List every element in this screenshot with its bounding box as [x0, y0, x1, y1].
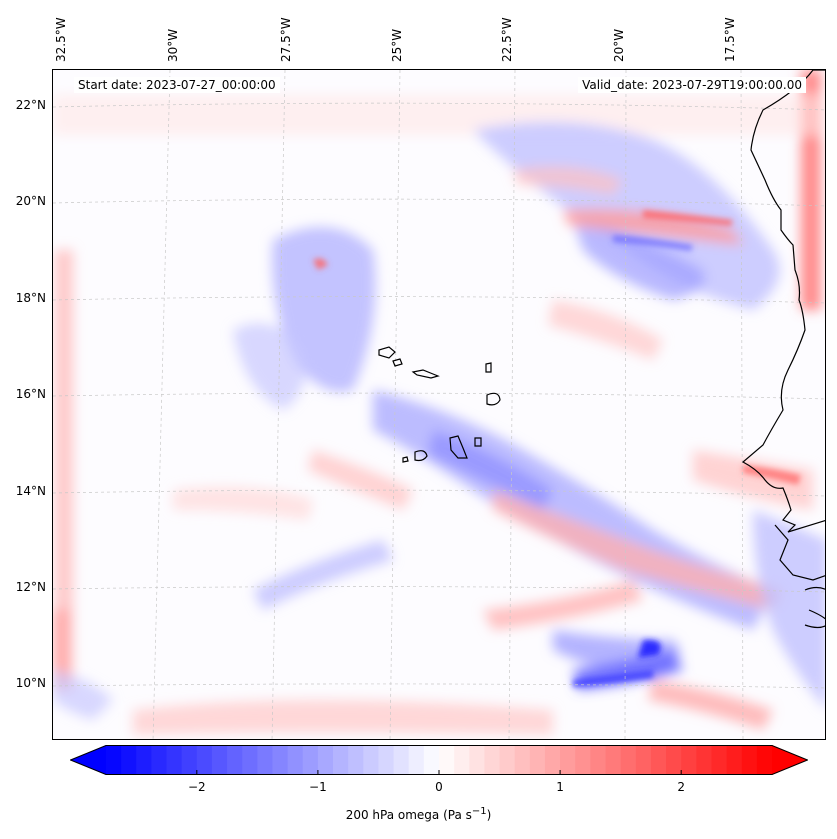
- colorbar-segment: [151, 745, 168, 775]
- lon-label: 27.5°W: [279, 17, 293, 62]
- colorbar-title-exponent: −1: [471, 806, 487, 817]
- colorbar-segment: [635, 745, 652, 775]
- colorbar-tick-label: 1: [556, 780, 564, 794]
- colorbar-segment: [393, 745, 410, 775]
- island-brava: [402, 456, 409, 463]
- coastlines: [378, 70, 825, 629]
- island-fogo: [414, 450, 428, 462]
- colorbar-segment: [257, 745, 274, 775]
- lat-label: 22°N: [15, 98, 46, 112]
- colorbar-segment: [650, 745, 667, 775]
- colorbar-segment: [227, 745, 243, 775]
- coast-fragment-1: [804, 586, 825, 591]
- lon-label: 17.5°W: [723, 17, 737, 62]
- lat-label: 12°N: [15, 580, 46, 594]
- colorbar-segment: [439, 745, 455, 775]
- guinea-coast: [774, 524, 825, 581]
- colorbar-segment: [529, 745, 546, 775]
- colorbar-segment: [378, 745, 395, 775]
- lat-label: 16°N: [15, 387, 46, 401]
- omega-field-map: [53, 70, 825, 739]
- colorbar-segment: [333, 745, 349, 775]
- colorbar-segment: [560, 745, 576, 775]
- colorbar-segment: [726, 745, 743, 775]
- lat-label: 14°N: [15, 484, 46, 498]
- colorbar-segment: [756, 745, 773, 775]
- west-africa-coast: [741, 70, 825, 533]
- colorbar-segment: [166, 745, 183, 775]
- colorbar-segment: [575, 745, 591, 775]
- colorbar-segment: [121, 745, 137, 775]
- lat-label: 20°N: [15, 194, 46, 208]
- colorbar-segment: [348, 745, 364, 775]
- colorbar-title: 200 hPa omega (Pa s−1): [0, 806, 837, 822]
- colorbar-segment: [287, 745, 304, 775]
- colorbar-segment: [484, 745, 501, 775]
- colorbar-tick-label: 2: [677, 780, 685, 794]
- lon-label: 25°W: [390, 28, 404, 62]
- lat-label: 10°N: [15, 676, 46, 690]
- colorbar-title-end: ): [486, 808, 492, 822]
- island-santo-antao: [378, 346, 396, 359]
- colorbar-segment: [499, 745, 516, 775]
- lon-label: 20°W: [612, 28, 626, 62]
- colorbar-tick-label: −1: [309, 780, 327, 794]
- colorbar-segment: [211, 745, 228, 775]
- colorbar-segment: [302, 745, 319, 775]
- colorbar: [69, 745, 809, 775]
- valid-date-label: Valid_date: 2023-07-29T19:00:00.00: [578, 77, 806, 93]
- colorbar-segment: [514, 745, 531, 775]
- cape-verde-islands: [378, 346, 501, 463]
- colorbar-segment: [590, 745, 607, 775]
- colorbar-graphic: [69, 745, 809, 775]
- colorbar-segment: [681, 745, 697, 775]
- colorbar-extend-min: [70, 745, 106, 775]
- colorbar-segment: [408, 745, 425, 775]
- lon-label: 30°W: [166, 28, 180, 62]
- colorbar-segment: [196, 745, 213, 775]
- colorbar-segment: [711, 745, 728, 775]
- island-sao-vicente: [392, 358, 403, 367]
- lat-label: 18°N: [15, 291, 46, 305]
- lon-label: 32.5°W: [54, 17, 68, 62]
- coast-fragment-2: [808, 609, 825, 620]
- colorbar-segment: [242, 745, 258, 775]
- colorbar-tick-label: −2: [187, 780, 206, 794]
- lon-label: 22.5°W: [500, 17, 514, 62]
- colorbar-extend-max: [772, 745, 808, 775]
- colorbar-segment: [469, 745, 486, 775]
- colorbar-segment: [454, 745, 470, 775]
- colorbar-segment: [696, 745, 713, 775]
- island-sal: [485, 362, 492, 373]
- colorbar-segment: [741, 745, 758, 775]
- colorbar-segment: [106, 745, 122, 775]
- colorbar-segment: [317, 745, 334, 775]
- map-panel: [52, 69, 826, 740]
- island-boa-vista: [486, 392, 501, 406]
- colorbar-segment: [666, 745, 682, 775]
- island-maio: [474, 437, 482, 447]
- colorbar-segment: [544, 745, 561, 775]
- colorbar-title-text: 200 hPa omega (Pa s: [345, 808, 472, 822]
- graticule: [53, 70, 825, 739]
- colorbar-segment: [136, 745, 153, 775]
- omega-detail: [313, 210, 801, 687]
- colorbar-segment: [423, 745, 440, 775]
- colorbar-segment: [181, 745, 198, 775]
- island-santiago: [449, 435, 468, 459]
- omega-field: [53, 70, 825, 735]
- colorbar-tick-label: 0: [435, 780, 443, 794]
- colorbar-segment: [272, 745, 289, 775]
- colorbar-outline: [69, 745, 809, 775]
- colorbar-segment: [363, 745, 380, 775]
- colorbar-segment: [605, 745, 622, 775]
- island-sao-nicolau: [411, 369, 440, 379]
- colorbar-segment: [620, 745, 637, 775]
- start-date-label: Start date: 2023-07-27_00:00:00: [74, 77, 280, 93]
- coast-fragment-3: [804, 624, 825, 629]
